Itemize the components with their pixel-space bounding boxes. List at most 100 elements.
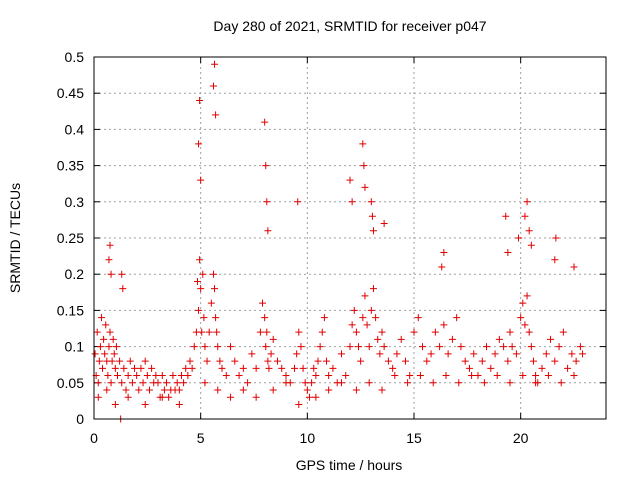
data-point <box>508 343 516 351</box>
data-point <box>525 227 533 235</box>
data-point <box>384 357 392 365</box>
data-point <box>128 379 136 387</box>
data-point <box>483 343 491 351</box>
y-tick-label: 0.2 <box>65 266 85 282</box>
data-point <box>346 343 354 351</box>
x-tick-label: 10 <box>300 430 316 446</box>
data-point <box>532 379 540 387</box>
data-point <box>118 379 126 387</box>
data-point <box>104 372 112 380</box>
data-point <box>380 343 388 351</box>
data-point <box>393 350 401 358</box>
data-point <box>401 357 409 365</box>
data-point <box>512 350 520 358</box>
data-point <box>214 343 222 351</box>
data-point <box>416 372 424 380</box>
data-point <box>158 393 166 401</box>
y-tick-label: 0 <box>76 411 84 427</box>
data-point <box>538 364 546 372</box>
data-point <box>295 401 303 409</box>
data-point <box>365 379 373 387</box>
data-point <box>346 176 354 184</box>
data-point <box>527 343 535 351</box>
data-point <box>141 357 149 365</box>
data-point <box>190 343 198 351</box>
data-point <box>329 364 337 372</box>
y-tick-label: 0.05 <box>57 375 84 391</box>
data-point <box>529 357 537 365</box>
data-point <box>429 379 437 387</box>
data-point <box>544 372 552 380</box>
data-point <box>506 328 514 336</box>
data-point <box>119 285 127 293</box>
data-point <box>148 364 156 372</box>
data-point <box>259 299 267 307</box>
data-point <box>427 350 435 358</box>
data-point <box>487 364 495 372</box>
data-point <box>135 386 143 394</box>
y-tick-label: 0.25 <box>57 230 84 246</box>
data-point <box>295 328 303 336</box>
data-point <box>199 270 207 278</box>
data-point <box>99 364 107 372</box>
data-point <box>211 60 219 68</box>
data-point <box>564 364 572 372</box>
data-point <box>214 386 222 394</box>
data-point <box>91 350 99 358</box>
data-point <box>410 328 418 336</box>
data-point <box>218 364 226 372</box>
data-point <box>314 357 322 365</box>
data-point <box>325 372 333 380</box>
data-point <box>523 198 531 206</box>
data-point <box>95 357 103 365</box>
data-point <box>320 314 328 322</box>
data-point <box>470 350 478 358</box>
data-point <box>376 350 384 358</box>
data-point <box>203 357 211 365</box>
data-point <box>212 111 220 119</box>
data-point <box>352 386 360 394</box>
data-point <box>93 328 101 336</box>
data-point <box>227 343 235 351</box>
data-point <box>96 343 104 351</box>
data-point <box>557 379 565 387</box>
data-point <box>380 220 388 228</box>
data-point <box>124 372 132 380</box>
data-point <box>519 299 527 307</box>
data-point <box>440 248 448 256</box>
data-point <box>570 372 578 380</box>
data-point <box>419 343 427 351</box>
y-tick-label: 0.15 <box>57 302 84 318</box>
data-point <box>109 335 117 343</box>
data-point <box>198 328 206 336</box>
data-point <box>493 372 501 380</box>
data-point <box>532 372 540 380</box>
data-point <box>143 372 151 380</box>
data-point <box>431 328 439 336</box>
data-point <box>100 335 108 343</box>
data-point <box>397 335 405 343</box>
data-point <box>165 393 173 401</box>
data-point <box>184 372 192 380</box>
data-point <box>244 379 252 387</box>
data-point <box>186 357 194 365</box>
data-point <box>378 386 386 394</box>
data-point <box>261 118 269 126</box>
data-point <box>282 372 290 380</box>
data-point <box>579 350 587 358</box>
data-point <box>369 227 377 235</box>
data-point <box>160 386 168 394</box>
data-point <box>297 343 305 351</box>
data-point <box>404 379 412 387</box>
data-point <box>355 343 363 351</box>
data-point <box>111 364 119 372</box>
data-point <box>294 198 302 206</box>
data-point <box>391 372 399 380</box>
data-point <box>337 350 345 358</box>
data-point <box>461 357 469 365</box>
data-point <box>570 263 578 271</box>
data-point <box>122 386 130 394</box>
data-point <box>551 256 559 264</box>
axis-ticks: 0 0.05 0.1 0.15 0.2 0.25 0.3 0.35 0.4 0.45 0.5 0 5 10… <box>57 49 606 446</box>
data-point <box>310 364 318 372</box>
